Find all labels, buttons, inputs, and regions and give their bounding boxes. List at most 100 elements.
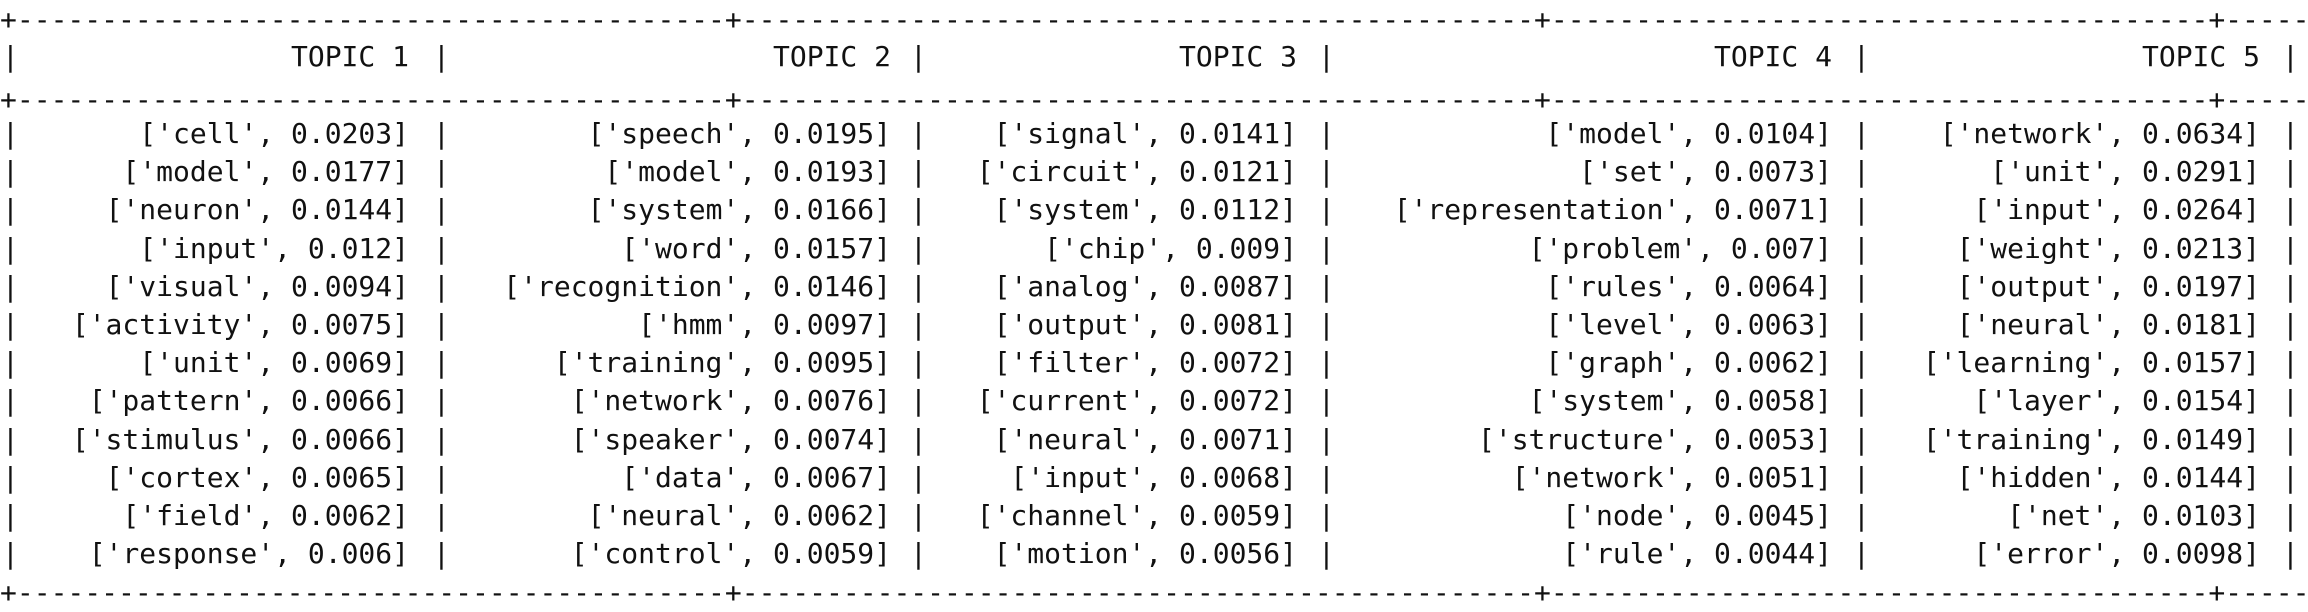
row-10-separator-3: |	[910, 460, 927, 494]
header-separator-5: |	[1853, 40, 1870, 73]
row-11-separator-3: |	[910, 499, 927, 532]
row-4-separator-4: |	[1318, 231, 1335, 265]
topic-3-term-cell: ['channel', 0.0059]	[976, 499, 1297, 532]
row-4-separator-1: |	[2, 231, 19, 265]
table-row: | | | | | | ['model', 0.0177] ['model', 0.0193]…	[0, 153, 2308, 191]
topic-3-term-cell: ['circuit', 0.0121]	[976, 155, 1297, 189]
topic-5-term-cell: ['learning', 0.0157]	[1922, 346, 2260, 380]
row-12-separator-5: |	[1853, 537, 1870, 571]
row-2-separator-1: |	[2, 155, 19, 189]
row-10-separator-5: |	[1853, 460, 1870, 494]
row-1-separator-2: |	[433, 117, 450, 150]
header-separator-1: |	[2, 40, 19, 73]
row-6-separator-6: |	[2282, 308, 2299, 341]
topic-5-term-cell: ['network', 0.0634]	[1939, 117, 2260, 150]
row-11-separator-4: |	[1318, 499, 1335, 532]
topic-2-term-cell: ['system', 0.0166]	[587, 193, 891, 227]
topic-3-term-cell: ['filter', 0.0072]	[993, 346, 1297, 380]
topic-1-term-cell: ['neuron', 0.0144]	[105, 193, 409, 227]
row-9-separator-6: |	[2282, 422, 2299, 456]
row-11-separator-1: |	[2, 499, 19, 532]
table-row: | | | | | | ['cell', 0.0203] ['speech', 0.0195]…	[0, 115, 2308, 153]
row-8-separator-6: |	[2282, 384, 2299, 418]
table-row: | | | | | | ['unit', 0.0069] ['training', 0.009…	[0, 344, 2308, 382]
topic-header-3: TOPIC 3	[1178, 40, 1297, 73]
topic-5-term-cell: ['layer', 0.0154]	[1973, 384, 2260, 418]
table-bottom-border: +---------------------------------------…	[0, 576, 2308, 609]
topic-2-term-cell: ['recognition', 0.0146]	[503, 269, 891, 303]
row-10-separator-4: |	[1318, 460, 1335, 494]
topic-4-term-cell: ['representation', 0.0071]	[1393, 193, 1832, 227]
row-3-separator-2: |	[433, 193, 450, 227]
row-4-separator-2: |	[433, 231, 450, 265]
topic-4-term-cell: ['structure', 0.0053]	[1477, 422, 1832, 456]
topic-5-term-cell: ['unit', 0.0291]	[1990, 155, 2260, 189]
row-2-separator-6: |	[2282, 155, 2299, 189]
topic-1-term-cell: ['pattern', 0.0066]	[88, 384, 409, 418]
row-11-separator-6: |	[2282, 499, 2299, 532]
topic-3-term-cell: ['current', 0.0072]	[976, 384, 1297, 418]
topic-4-term-cell: ['rules', 0.0064]	[1545, 269, 1832, 303]
topic-1-term-cell: ['visual', 0.0094]	[105, 269, 409, 303]
row-1-separator-1: |	[2, 117, 19, 150]
row-6-separator-5: |	[1853, 308, 1870, 341]
topic-2-term-cell: ['data', 0.0067]	[621, 460, 891, 494]
row-12-separator-2: |	[433, 537, 450, 571]
row-2-separator-2: |	[433, 155, 450, 189]
row-9-separator-1: |	[2, 422, 19, 456]
topic-4-term-cell: ['rule', 0.0044]	[1562, 537, 1832, 571]
topic-5-term-cell: ['hidden', 0.0144]	[1956, 460, 2260, 494]
topic-2-term-cell: ['neural', 0.0062]	[587, 499, 891, 532]
row-10-separator-2: |	[433, 460, 450, 494]
row-5-separator-1: |	[2, 269, 19, 303]
table-row: | | | | | | ['neuron', 0.0144] ['system', 0.016…	[0, 191, 2308, 229]
row-6-separator-2: |	[433, 308, 450, 341]
table-row: | | | | | | ['input', 0.012] ['word', 0.0157] ['…	[0, 230, 2308, 268]
row-12-separator-4: |	[1318, 537, 1335, 571]
topic-4-term-cell: ['node', 0.0045]	[1562, 499, 1832, 532]
row-3-separator-3: |	[910, 193, 927, 227]
row-1-separator-6: |	[2282, 117, 2299, 150]
row-5-separator-4: |	[1318, 269, 1335, 303]
topic-5-term-cell: ['neural', 0.0181]	[1956, 308, 2260, 341]
topic-1-term-cell: ['response', 0.006]	[88, 537, 409, 571]
row-3-separator-4: |	[1318, 193, 1335, 227]
row-6-separator-1: |	[2, 308, 19, 341]
row-2-separator-5: |	[1853, 155, 1870, 189]
row-8-separator-4: |	[1318, 384, 1335, 418]
header-separator-4: |	[1318, 40, 1335, 73]
row-3-separator-1: |	[2, 193, 19, 227]
row-5-separator-6: |	[2282, 269, 2299, 303]
table-top-border: +---------------------------------------…	[0, 3, 2308, 36]
topic-3-term-cell: ['system', 0.0112]	[993, 193, 1297, 227]
row-9-separator-3: |	[910, 422, 927, 456]
topic-5-term-cell: ['weight', 0.0213]	[1956, 231, 2260, 265]
topic-3-term-cell: ['motion', 0.0056]	[993, 537, 1297, 571]
topic-5-term-cell: ['input', 0.0264]	[1973, 193, 2260, 227]
row-10-separator-1: |	[2, 460, 19, 494]
topic-2-term-cell: ['hmm', 0.0097]	[638, 308, 891, 341]
topic-2-term-cell: ['speaker', 0.0074]	[570, 422, 891, 456]
row-11-separator-2: |	[433, 499, 450, 532]
header-separator-6: |	[2282, 40, 2299, 73]
topic-4-term-cell: ['model', 0.0104]	[1545, 117, 1832, 150]
row-7-separator-3: |	[910, 346, 927, 380]
row-7-separator-1: |	[2, 346, 19, 380]
header-separator-2: |	[433, 40, 450, 73]
topic-1-term-cell: ['activity', 0.0075]	[71, 308, 409, 341]
row-5-separator-5: |	[1853, 269, 1870, 303]
topic-2-term-cell: ['control', 0.0059]	[570, 537, 891, 571]
table-row: | | | | | | ['cortex', 0.0065] ['data', 0.0067]…	[0, 459, 2308, 497]
topic-4-term-cell: ['network', 0.0051]	[1511, 460, 1832, 494]
topic-5-term-cell: ['training', 0.0149]	[1922, 422, 2260, 456]
topic-header-5: TOPIC 5	[2141, 40, 2260, 73]
row-7-separator-2: |	[433, 346, 450, 380]
topic-2-term-cell: ['network', 0.0076]	[570, 384, 891, 418]
topic-1-term-cell: ['unit', 0.0069]	[139, 346, 409, 380]
topic-3-term-cell: ['output', 0.0081]	[993, 308, 1297, 341]
row-8-separator-3: |	[910, 384, 927, 418]
topic-4-term-cell: ['system', 0.0058]	[1528, 384, 1832, 418]
row-8-separator-1: |	[2, 384, 19, 418]
topic-3-term-cell: ['analog', 0.0087]	[993, 269, 1297, 303]
